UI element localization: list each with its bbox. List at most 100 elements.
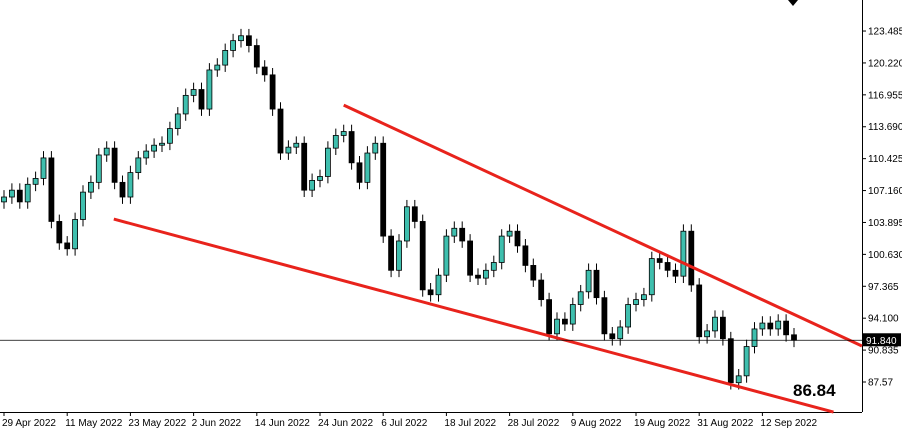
candle-body: [411, 206, 418, 222]
candle-body: [174, 113, 181, 130]
x-tick-label: 6 Jul 2022: [381, 418, 428, 429]
candle-body: [482, 269, 489, 279]
y-tick-label: 123.485: [868, 27, 902, 38]
candle-body: [514, 230, 521, 247]
x-tick-label: 18 Jul 2022: [444, 418, 496, 429]
candle-body: [182, 94, 189, 115]
candle-body: [253, 45, 260, 68]
candle-body: [783, 320, 789, 336]
x-tick-label: 28 Jul 2022: [508, 418, 560, 429]
candle-body: [230, 40, 237, 51]
x-tick-label: 12 Sep 2022: [760, 418, 817, 429]
candle-body: [672, 269, 679, 277]
price-label-box: [863, 333, 901, 347]
candle-body: [80, 191, 86, 220]
x-tick-label: 2 Jun 2022: [192, 418, 242, 429]
candle-body: [609, 333, 616, 340]
candle-body: [554, 318, 560, 335]
candle-body: [317, 176, 323, 181]
candle-body: [680, 230, 687, 277]
candle-body: [332, 135, 339, 149]
candle-body: [380, 142, 387, 237]
candle-body: [48, 157, 55, 222]
candle-body: [372, 142, 379, 154]
candle-body: [625, 304, 631, 328]
candle-body: [151, 144, 158, 152]
x-tick-label: 23 May 2022: [128, 418, 186, 429]
candle-body: [641, 294, 647, 301]
candle-body: [403, 206, 410, 242]
candle-body: [720, 316, 726, 340]
candle-body: [546, 299, 552, 335]
candle-body: [72, 219, 78, 250]
candle-body: [443, 235, 450, 276]
candle-body: [119, 181, 126, 198]
candle-body: [712, 316, 718, 332]
candle-body: [633, 299, 639, 305]
candle-body: [459, 227, 466, 242]
candle-body: [135, 157, 142, 173]
candle-body: [656, 258, 663, 263]
candle-body: [696, 284, 703, 338]
candle-body: [522, 245, 529, 266]
trendline: [113, 217, 834, 414]
candle-body: [214, 64, 221, 71]
candle-body: [396, 240, 402, 271]
candle-body: [530, 265, 537, 281]
candle-body: [198, 89, 205, 110]
candle-body: [419, 221, 426, 291]
candle-body: [538, 279, 545, 301]
candle-body: [324, 147, 331, 177]
y-tick-label: 97.365: [868, 282, 899, 293]
candle-body: [261, 66, 268, 76]
candle-body: [593, 269, 600, 299]
x-tick-label: 14 Jun 2022: [255, 418, 310, 429]
y-tick-label: 100.630: [868, 250, 902, 261]
candle-body: [577, 291, 584, 305]
candle-body: [103, 147, 110, 156]
x-tick-label: 11 May 2022: [65, 418, 123, 429]
y-tick-label: 113.690: [868, 122, 902, 133]
candle-body: [64, 242, 71, 250]
candle-body: [451, 227, 458, 237]
candle-body: [24, 183, 31, 203]
candle-body: [340, 131, 347, 136]
candle-body: [32, 178, 39, 185]
candle-body: [222, 50, 229, 66]
candle-body: [617, 326, 624, 340]
candle-body: [40, 157, 47, 179]
y-tick-label: 87.57: [868, 377, 893, 388]
candle-body: [743, 346, 750, 377]
y-tick-label: 90.835: [868, 346, 899, 357]
candle-body: [490, 262, 497, 271]
x-tick-label: 19 Aug 2022: [634, 418, 691, 429]
y-tick-label: 107.160: [868, 186, 902, 197]
candle-body: [356, 162, 363, 183]
candle-body: [759, 322, 766, 330]
candle-body: [648, 258, 655, 296]
candle-body: [601, 297, 608, 335]
candle-body: [111, 147, 118, 183]
x-tick-label: 9 Aug 2022: [571, 418, 622, 429]
y-tick-label: 103.895: [868, 218, 902, 229]
candle-body: [388, 235, 395, 271]
candle-body: [475, 274, 481, 279]
candle-body: [727, 338, 734, 384]
candle-body: [791, 334, 797, 341]
candle-body: [88, 181, 94, 193]
candle-body: [245, 35, 252, 46]
annotation: 86.84: [793, 381, 836, 400]
candle-body: [348, 131, 355, 164]
candle-body: [95, 154, 102, 183]
candle-body: [301, 142, 308, 191]
candle-body: [285, 146, 292, 154]
candle-body: [309, 179, 316, 191]
candle-body: [190, 89, 197, 96]
candle-body: [585, 269, 592, 293]
candle-body: [1, 196, 7, 203]
candle-body: [16, 189, 23, 203]
candle-body: [569, 304, 576, 325]
candle-body: [427, 289, 434, 296]
